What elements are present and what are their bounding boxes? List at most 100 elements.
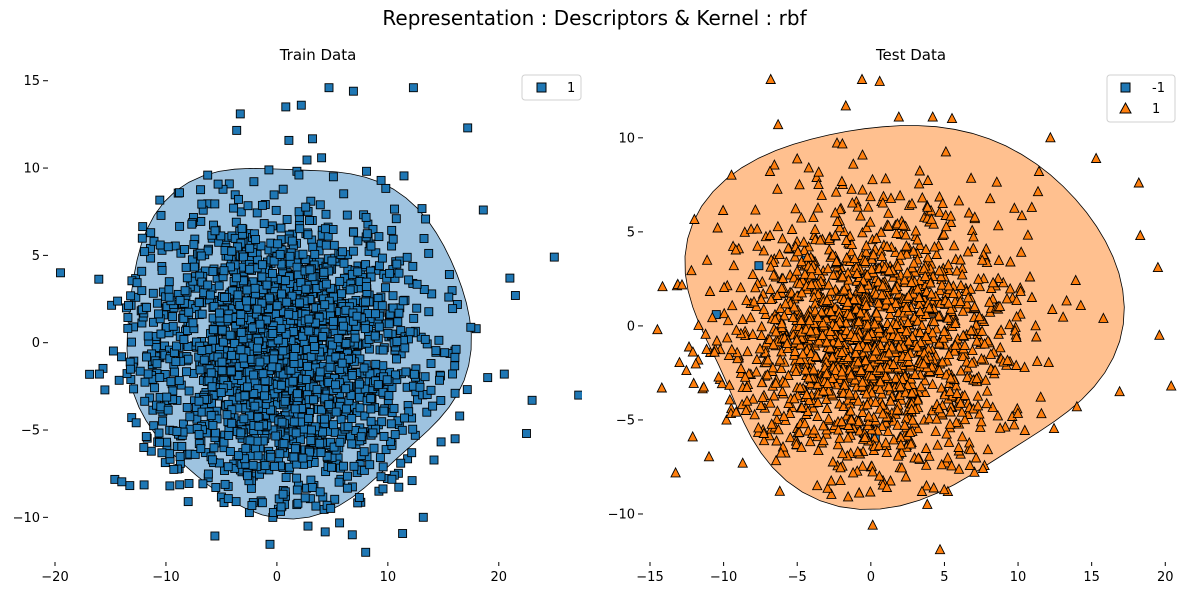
- data-point-square: [362, 282, 371, 291]
- data-point-square: [427, 289, 437, 299]
- data-point-triangle: [951, 387, 963, 398]
- data-point-triangle: [880, 299, 892, 310]
- data-point-square: [327, 340, 337, 350]
- data-point-triangle: [946, 459, 957, 471]
- data-point-triangle: [718, 307, 730, 319]
- data-point-square: [315, 487, 325, 497]
- data-point-triangle: [870, 396, 881, 407]
- data-point-triangle: [930, 425, 942, 436]
- data-point-square: [257, 298, 267, 308]
- data-point-square: [175, 452, 185, 462]
- data-point-triangle: [803, 161, 815, 173]
- data-point-square: [140, 377, 150, 387]
- data-point-triangle: [890, 297, 902, 309]
- data-point-triangle: [1114, 385, 1125, 397]
- data-point-triangle: [957, 350, 969, 362]
- data-point-triangle: [829, 229, 841, 241]
- data-point-square: [235, 301, 245, 310]
- data-point-triangle: [703, 450, 715, 462]
- data-point-square: [275, 249, 285, 259]
- data-point-square: [347, 371, 357, 381]
- data-point-square: [272, 301, 282, 311]
- data-point-triangle: [994, 341, 1006, 353]
- data-point-square: [257, 200, 267, 210]
- data-point-square: [330, 494, 340, 504]
- y-tick-label: 5: [32, 249, 40, 264]
- data-point-triangle: [726, 299, 738, 311]
- data-point-triangle: [962, 291, 974, 303]
- data-point-triangle: [843, 419, 854, 430]
- data-point-square: [273, 239, 283, 249]
- data-point-triangle: [716, 377, 728, 389]
- data-point-triangle: [853, 340, 864, 352]
- data-point-square: [390, 204, 399, 214]
- data-point-triangle: [920, 330, 932, 342]
- data-point-square: [180, 286, 190, 296]
- data-point-square: [298, 249, 308, 259]
- data-point-square: [158, 416, 168, 426]
- data-point-triangle: [770, 377, 782, 388]
- data-point-triangle: [969, 211, 981, 222]
- data-point-square: [329, 420, 338, 430]
- data-point-square: [179, 335, 189, 344]
- data-point-triangle: [928, 315, 940, 327]
- data-point-square: [315, 200, 325, 210]
- data-point-square: [108, 346, 118, 356]
- data-point-triangle: [926, 213, 937, 224]
- data-point-square: [182, 367, 191, 377]
- data-point-triangle: [765, 293, 777, 305]
- data-point-triangle: [920, 243, 932, 254]
- data-point-square: [284, 309, 294, 319]
- data-point-square: [233, 290, 243, 300]
- data-point-square: [342, 210, 352, 220]
- data-point-triangle: [754, 342, 766, 354]
- data-point-triangle: [895, 380, 906, 392]
- data-point-square: [268, 268, 277, 278]
- data-point-square: [155, 195, 165, 205]
- data-point-square: [417, 204, 427, 214]
- data-point-triangle: [834, 432, 846, 443]
- x-tick-label: −10: [710, 570, 737, 585]
- data-point-triangle: [859, 255, 871, 266]
- data-point-square: [466, 322, 476, 332]
- data-point-triangle: [857, 184, 868, 195]
- data-point-triangle: [776, 282, 788, 293]
- data-point-triangle: [899, 419, 911, 430]
- data-point-triangle: [772, 118, 784, 130]
- data-point-triangle: [857, 149, 868, 160]
- data-point-square: [166, 377, 176, 387]
- data-point-square: [505, 273, 515, 283]
- data-point-triangle: [1031, 355, 1043, 366]
- data-point-square: [338, 247, 347, 257]
- data-point-square: [341, 338, 351, 348]
- data-point-square: [444, 292, 454, 302]
- data-point-triangle: [834, 203, 846, 215]
- data-point-triangle: [877, 197, 889, 208]
- data-point-triangle: [794, 381, 806, 393]
- data-point-triangle: [758, 303, 770, 314]
- data-point-triangle: [781, 337, 793, 349]
- y-tick-label: 0: [627, 319, 635, 334]
- data-point-triangle: [817, 329, 828, 340]
- data-point-triangle: [758, 427, 770, 438]
- data-point-square: [335, 276, 345, 286]
- data-point-triangle: [838, 284, 850, 295]
- data-point-square: [223, 314, 233, 324]
- data-point-triangle: [821, 336, 833, 347]
- data-point-square: [277, 289, 287, 299]
- data-point-square: [182, 273, 192, 283]
- data-point-triangle: [808, 363, 819, 375]
- data-point-square: [408, 424, 418, 434]
- data-point-triangle: [955, 397, 966, 408]
- data-point-square: [288, 376, 298, 386]
- data-point-square: [268, 329, 278, 338]
- data-point-triangle: [1165, 380, 1177, 391]
- data-point-square: [353, 236, 363, 246]
- data-point-square: [361, 260, 371, 270]
- data-point-triangle: [934, 191, 945, 202]
- y-tick-label: 5: [627, 225, 635, 240]
- data-point-square: [197, 199, 207, 209]
- data-point-square: [333, 334, 343, 344]
- data-point-square: [259, 219, 269, 229]
- data-point-triangle: [915, 380, 927, 392]
